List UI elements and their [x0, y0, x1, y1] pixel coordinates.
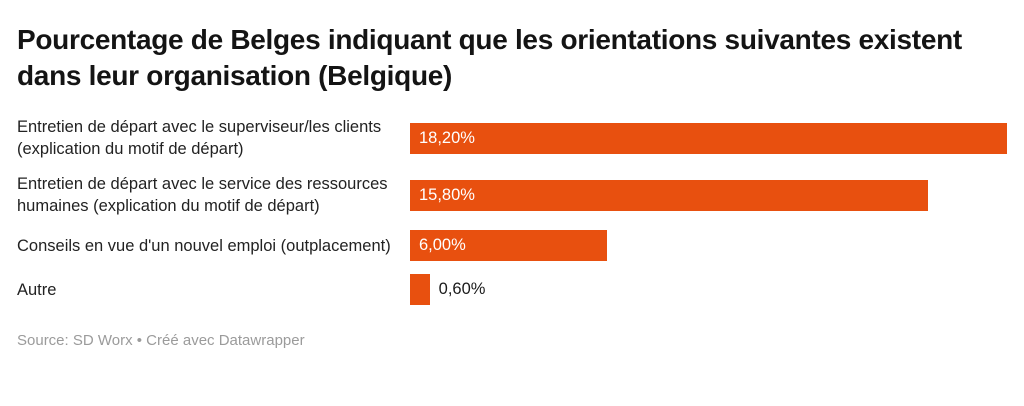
category-label: Conseils en vue d'un nouvel emploi (outp…: [17, 236, 391, 255]
value-label: 6,00%: [419, 236, 466, 254]
category-label: Entretien de départ avec le superviseur/…: [17, 118, 382, 158]
bar: [410, 274, 430, 305]
bar: 6,00%: [410, 230, 607, 261]
bar-area: 15,80%: [410, 179, 1007, 211]
chart-row: Autre 0,60%: [17, 274, 1007, 305]
bar-area: 0,60%: [410, 274, 1007, 305]
bar: 18,20%: [410, 122, 1007, 154]
bar-area: 6,00%: [410, 230, 1007, 261]
value-label: 0,60%: [438, 280, 486, 298]
chart-container: Pourcentage de Belges indiquant que les …: [17, 24, 1007, 349]
bar-area: 18,20%: [410, 122, 1007, 154]
chart-title: Pourcentage de Belges indiquant que les …: [17, 24, 962, 91]
chart-row: Entretien de départ avec le service des …: [17, 173, 1007, 217]
source-line: Source: SD Worx • Créé avec Datawrapper: [17, 332, 305, 349]
chart-row: Entretien de départ avec le superviseur/…: [17, 116, 1007, 160]
value-label: 18,20%: [419, 128, 475, 147]
category-label: Entretien de départ avec le service des …: [17, 175, 388, 215]
category-label: Autre: [17, 280, 57, 299]
bar-chart: Entretien de départ avec le superviseur/…: [17, 116, 1007, 305]
value-label: 15,80%: [419, 185, 475, 204]
bar: 15,80%: [410, 179, 929, 211]
chart-row: Conseils en vue d'un nouvel emploi (outp…: [17, 230, 1007, 261]
